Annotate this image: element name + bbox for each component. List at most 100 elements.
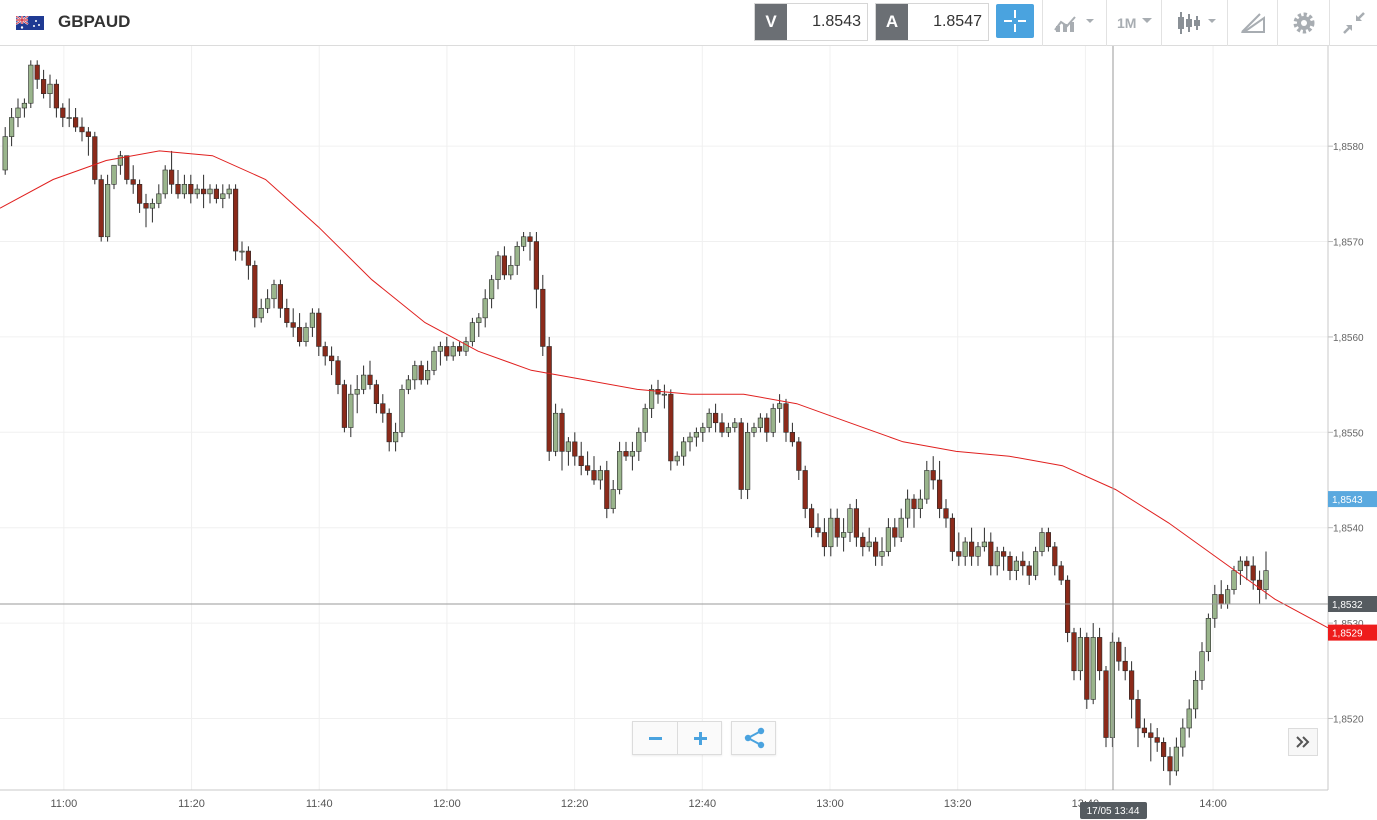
candle-down bbox=[943, 508, 949, 519]
plus-icon bbox=[694, 732, 707, 745]
candle-down bbox=[604, 470, 610, 509]
candle-down bbox=[719, 422, 725, 433]
candle-up bbox=[700, 427, 706, 433]
x-tick-label: 12:00 bbox=[433, 798, 461, 810]
timeframe-button[interactable]: 1M bbox=[1106, 0, 1161, 46]
candle-up bbox=[1225, 589, 1231, 605]
candle-up bbox=[309, 312, 316, 328]
candle-down bbox=[335, 360, 341, 385]
candle-up bbox=[431, 350, 437, 371]
candle-up bbox=[303, 327, 309, 342]
candle-down bbox=[764, 417, 770, 433]
candle-up bbox=[495, 255, 501, 280]
candle-down bbox=[1071, 632, 1077, 672]
candle-up bbox=[1090, 637, 1096, 700]
candle-up bbox=[21, 102, 28, 109]
candle-up bbox=[412, 365, 418, 381]
candle-down bbox=[1000, 551, 1007, 557]
candle-up bbox=[1109, 641, 1115, 738]
instrument-symbol: GBPAUD bbox=[58, 12, 131, 31]
candle-down bbox=[245, 250, 252, 266]
candle-up bbox=[770, 408, 776, 433]
candle-up bbox=[744, 432, 751, 490]
candle-up bbox=[879, 551, 885, 557]
candle-up bbox=[680, 441, 687, 457]
candle-down bbox=[1103, 670, 1109, 738]
candle-down bbox=[252, 265, 258, 319]
candle-up bbox=[2, 136, 8, 171]
candle-up bbox=[757, 417, 763, 428]
indicators-icon bbox=[1054, 16, 1094, 32]
candle-up bbox=[904, 498, 911, 519]
candle-down bbox=[527, 236, 533, 242]
candle-up bbox=[392, 432, 399, 443]
drawing-tools-icon bbox=[1240, 13, 1265, 33]
crosshair-time-label: 17/05 13:44 bbox=[1087, 806, 1140, 817]
y-tick-label: 1,8530 bbox=[1333, 619, 1364, 630]
drawing-tools-button[interactable] bbox=[1227, 0, 1277, 46]
candle-up bbox=[437, 346, 444, 352]
indicators-button[interactable] bbox=[1042, 0, 1106, 46]
candle-down bbox=[322, 346, 328, 357]
candle-up bbox=[258, 308, 264, 319]
candle-up bbox=[156, 193, 162, 204]
scroll-to-latest-button[interactable] bbox=[1288, 728, 1318, 756]
candle-up bbox=[1263, 570, 1269, 590]
crosshair-price-label-bg bbox=[1328, 596, 1377, 612]
candle-down bbox=[201, 188, 207, 195]
zoom-out-button[interactable] bbox=[633, 722, 678, 754]
x-tick-label: 13:00 bbox=[816, 798, 844, 810]
buy-price-button[interactable]: A 1.8547 bbox=[875, 3, 989, 41]
x-tick-label: 11:20 bbox=[178, 798, 205, 810]
candle-down bbox=[53, 83, 59, 109]
share-button[interactable] bbox=[731, 721, 776, 755]
zoom-controls bbox=[632, 721, 722, 755]
candle-up bbox=[9, 117, 15, 137]
candle-down bbox=[188, 184, 194, 195]
candle-down bbox=[796, 441, 802, 471]
candle-up bbox=[552, 412, 559, 452]
candle-down bbox=[60, 107, 66, 118]
candle-down bbox=[380, 403, 386, 414]
candle-down bbox=[872, 541, 879, 557]
candle-down bbox=[1129, 670, 1135, 700]
candle-down bbox=[501, 255, 508, 276]
candle-down bbox=[1218, 594, 1224, 605]
candle-down bbox=[213, 188, 220, 199]
candle-up bbox=[565, 441, 571, 452]
candle-down bbox=[1148, 732, 1154, 738]
candle-down bbox=[892, 527, 898, 538]
candle-down bbox=[79, 126, 85, 133]
candle-up bbox=[508, 265, 514, 276]
collapse-button[interactable] bbox=[1329, 0, 1377, 46]
candle-up bbox=[220, 193, 226, 199]
candle-down bbox=[284, 308, 290, 323]
candle-up bbox=[28, 64, 34, 104]
candle-down bbox=[533, 241, 539, 290]
candle-up bbox=[1186, 708, 1192, 729]
candle-up bbox=[424, 370, 431, 381]
candle-up bbox=[847, 508, 853, 533]
crosshair-button[interactable] bbox=[996, 4, 1034, 38]
candle-up bbox=[636, 432, 642, 452]
candle-up bbox=[239, 250, 245, 253]
x-tick-label: 13:20 bbox=[944, 798, 972, 810]
candle-up bbox=[994, 551, 1000, 567]
candle-down bbox=[559, 412, 565, 452]
zoom-in-button[interactable] bbox=[678, 722, 722, 754]
candle-up bbox=[15, 107, 21, 118]
candle-down bbox=[546, 346, 552, 452]
candle-down bbox=[143, 203, 149, 209]
candle-down bbox=[1045, 532, 1051, 548]
candle-up bbox=[399, 389, 405, 433]
candle-up bbox=[1237, 560, 1243, 571]
candle-up bbox=[226, 188, 232, 195]
candle-up bbox=[642, 408, 648, 433]
candle-down bbox=[591, 470, 597, 481]
candle-up bbox=[360, 374, 367, 390]
settings-button[interactable] bbox=[1277, 0, 1329, 46]
candle-up bbox=[917, 498, 923, 509]
sell-price-button[interactable]: V 1.8543 bbox=[754, 3, 868, 41]
chart-type-button[interactable] bbox=[1161, 0, 1227, 46]
